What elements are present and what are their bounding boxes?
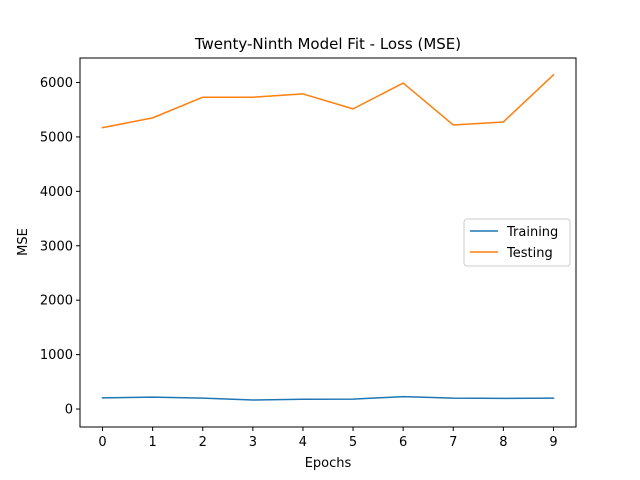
y-tick-label: 4000 [40,185,73,200]
chart-title: Twenty-Ninth Model Fit - Loss (MSE) [194,35,461,53]
plot-area [101,73,555,401]
y-axis-title: MSE [16,228,31,256]
x-tick-label: 8 [499,435,507,450]
x-tick-label: 6 [399,435,407,450]
x-tick-label: 7 [449,435,457,450]
legend-label-training: Training [506,225,558,240]
y-tick-label: 2000 [40,294,73,309]
y-tick-label: 6000 [40,76,73,91]
x-tick-label: 9 [549,435,557,450]
y-axis: 0 1000 2000 3000 4000 5000 6000 [40,76,80,418]
x-tick-label: 2 [199,435,207,450]
y-tick-label: 5000 [40,130,73,145]
legend: Training Testing [463,218,571,267]
x-tick-label: 3 [249,435,257,450]
y-tick-label: 1000 [40,348,73,363]
x-tick-label: 1 [149,435,157,450]
x-tick-label: 5 [349,435,357,450]
plot-frame [79,57,577,428]
series-line-training [101,395,555,401]
x-tick-label: 0 [98,435,106,450]
x-tick-label: 4 [299,435,307,450]
y-tick-label: 3000 [40,239,73,254]
x-axis-title: Epochs [305,456,352,471]
x-axis: 0 1 2 3 4 5 6 7 8 9 [98,427,558,450]
y-tick-label: 0 [65,403,73,418]
legend-label-testing: Testing [506,246,553,261]
series-line-testing [101,73,555,129]
